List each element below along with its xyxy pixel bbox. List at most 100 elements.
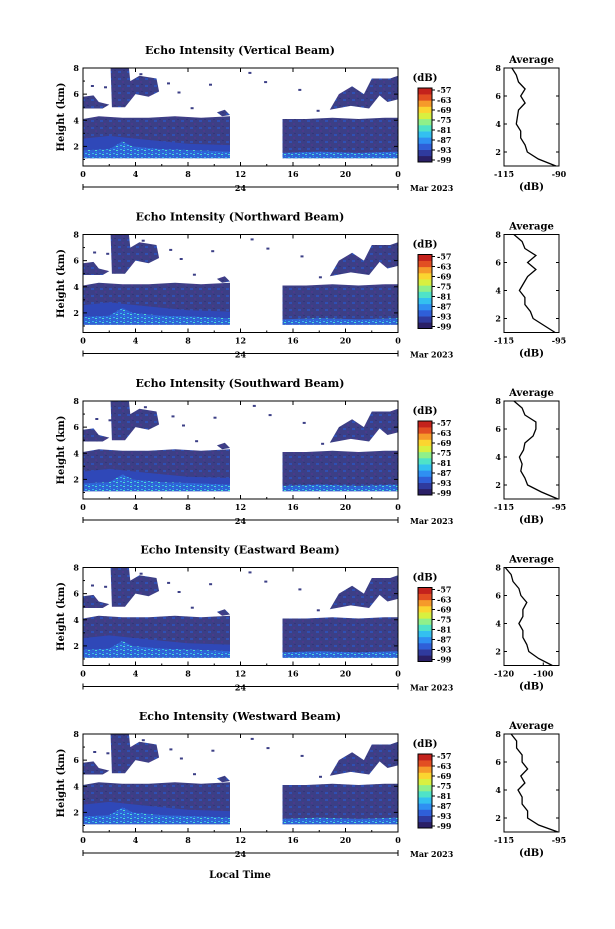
- y-tick-label: 2: [73, 141, 79, 151]
- colorbar-segment: [418, 612, 432, 619]
- echo-speck: [193, 773, 196, 776]
- echo-speck: [169, 748, 173, 751]
- echo-region: [282, 783, 398, 825]
- average-frame: [503, 567, 560, 666]
- colorbar-segment: [418, 433, 432, 440]
- colorbar-segment: [418, 643, 432, 650]
- average-y-tick-label: 6: [495, 757, 501, 767]
- colorbar-unit: (dB): [413, 739, 438, 750]
- echo-speck: [177, 91, 181, 94]
- echo-region: [282, 318, 398, 325]
- echo-region: [282, 484, 398, 492]
- colorbar-segment: [418, 797, 432, 804]
- colorbar-tick-label: -87: [437, 801, 451, 811]
- y-tick-label: 6: [73, 589, 79, 599]
- colorbar-segment: [418, 427, 432, 434]
- x-tick-label: 16: [287, 336, 299, 346]
- colorbar-segment: [418, 131, 432, 138]
- echo-speck: [190, 606, 194, 609]
- colorbar-segment: [418, 297, 432, 305]
- average-x-tick-label: -115: [494, 835, 514, 845]
- echo-speck: [318, 276, 322, 279]
- colorbar-segment: [418, 266, 432, 274]
- echo-speck: [266, 247, 270, 250]
- average-x-label: (dB): [519, 682, 544, 693]
- colorbar-segment: [418, 470, 432, 477]
- colorbar-frame: [417, 254, 433, 329]
- x-tick-label: 4: [133, 336, 139, 346]
- colorbar-tick-label: -75: [437, 115, 451, 125]
- colorbar-segment: [418, 803, 432, 810]
- y-tick-label: 6: [73, 256, 79, 266]
- echo-speck: [250, 737, 254, 740]
- colorbar-segment: [418, 421, 432, 428]
- echo-region: [83, 635, 230, 652]
- echo-speck: [300, 754, 304, 757]
- average-title: Average: [508, 555, 554, 566]
- colorbar-segment: [418, 766, 432, 773]
- colorbar-segment: [418, 149, 432, 157]
- echo-region: [329, 741, 398, 776]
- y-tick-label: 4: [73, 282, 79, 292]
- echo-region: [282, 284, 398, 325]
- y-tick-label: 8: [73, 396, 79, 406]
- echo-speck: [264, 81, 268, 84]
- colorbar-segment: [418, 125, 432, 132]
- average-y-tick-label: 4: [495, 785, 501, 795]
- colorbar-segment: [418, 593, 432, 601]
- x-tick-label: 12: [235, 169, 246, 179]
- x-tick-label: 0: [395, 669, 401, 679]
- colorbar-segment: [418, 137, 432, 144]
- echo-region: [282, 151, 398, 159]
- echo-region: [83, 801, 230, 818]
- colorbar-segment: [418, 815, 432, 823]
- colorbar-segment: [418, 464, 432, 471]
- colorbar-unit: (dB): [413, 406, 438, 417]
- colorbar-tick-label: -81: [437, 791, 451, 801]
- colorbar-segment: [418, 303, 432, 311]
- colorbar-tick-label: -99: [437, 322, 452, 332]
- echo-region: [83, 468, 230, 485]
- colorbar-segment: [418, 760, 432, 767]
- colorbar-frame: [417, 87, 433, 163]
- colorbar-tick-label: -57: [437, 751, 451, 761]
- average-y-tick-label: 8: [495, 396, 501, 406]
- echo-speck: [209, 583, 213, 586]
- beam-panel: Echo Intensity (Northward Beam)2468Heigh…: [56, 211, 566, 360]
- colorbar-segment: [418, 754, 432, 761]
- average-x-label: (dB): [519, 515, 544, 526]
- y-tick-label: 4: [73, 448, 79, 458]
- average-y-tick-label: 6: [495, 258, 501, 268]
- x-tick-label: 20: [340, 835, 352, 845]
- colorbar-segment: [418, 630, 432, 638]
- echo-heatmap: [83, 567, 398, 658]
- echo-region: [83, 261, 110, 275]
- panel-title: Echo Intensity (Southward Beam): [136, 377, 345, 390]
- colorbar-tick-label: -93: [437, 145, 452, 155]
- echo-region: [83, 135, 230, 152]
- colorbar-tick-label: -87: [437, 468, 451, 478]
- beam-panel: Echo Intensity (Westward Beam)2468Height…: [56, 710, 566, 859]
- colorbar-frame: [417, 420, 433, 496]
- average-y-tick-label: 2: [495, 480, 501, 490]
- average-x-tick-label: -120: [494, 669, 514, 679]
- echo-speck: [139, 73, 143, 76]
- y-axis-label: Height (km): [56, 416, 67, 485]
- colorbar-segment: [418, 254, 432, 261]
- echo-speck: [93, 751, 97, 753]
- average-title: Average: [508, 721, 554, 732]
- y-axis-label: Height (km): [56, 749, 67, 818]
- average-profile-line: [513, 234, 556, 334]
- colorbar-segment: [418, 260, 432, 268]
- average-y-tick-label: 2: [495, 647, 501, 657]
- echo-speck: [177, 591, 181, 593]
- echo-speck: [319, 775, 322, 778]
- echo-speck: [167, 82, 170, 85]
- colorbar-tick-label: -93: [437, 478, 452, 488]
- y-tick-label: 2: [73, 474, 79, 484]
- colorbar-tick-label: -57: [437, 252, 451, 262]
- echo-region: [83, 307, 230, 325]
- colorbar-segment: [418, 784, 432, 792]
- average-x-tick-label: -115: [494, 169, 514, 179]
- echo-region: [282, 117, 398, 159]
